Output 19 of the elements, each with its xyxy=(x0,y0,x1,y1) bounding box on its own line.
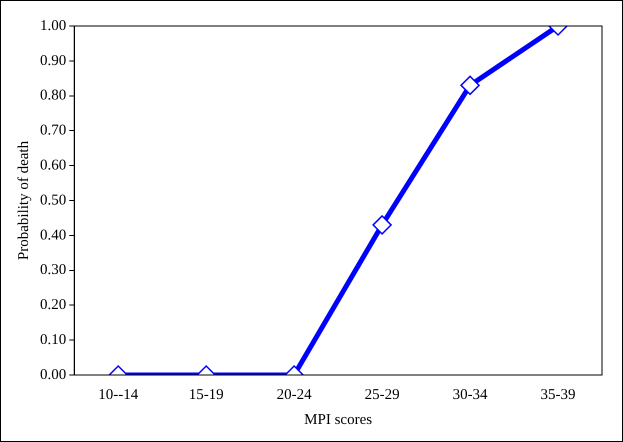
y-tick-label: 0.90 xyxy=(40,52,66,69)
y-tick-label: 0.80 xyxy=(40,88,66,104)
x-axis-title: MPI scores xyxy=(304,412,372,428)
y-tick-label: 0.10 xyxy=(40,332,66,348)
x-tick-label: 20-24 xyxy=(276,386,312,403)
y-tick-label: 0.50 xyxy=(40,192,66,208)
x-tick-label: 35-39 xyxy=(540,386,576,403)
y-tick-label: 0.70 xyxy=(40,122,66,139)
y-tick-label: 1.00 xyxy=(40,18,66,34)
y-tick-label: 0.20 xyxy=(40,297,66,314)
y-tick-label: 0.00 xyxy=(40,366,66,383)
x-tick-label: 10--14 xyxy=(98,386,139,403)
x-tick-label: 30-34 xyxy=(452,386,488,403)
y-tick-label: 0.60 xyxy=(40,158,66,174)
x-tick-label: 15-19 xyxy=(188,386,224,403)
y-tick-label: 0.40 xyxy=(40,227,66,244)
x-tick-label: 25-29 xyxy=(364,386,400,403)
y-axis-title: Probability of death xyxy=(16,140,32,260)
y-tick-label: 0.30 xyxy=(40,262,66,278)
